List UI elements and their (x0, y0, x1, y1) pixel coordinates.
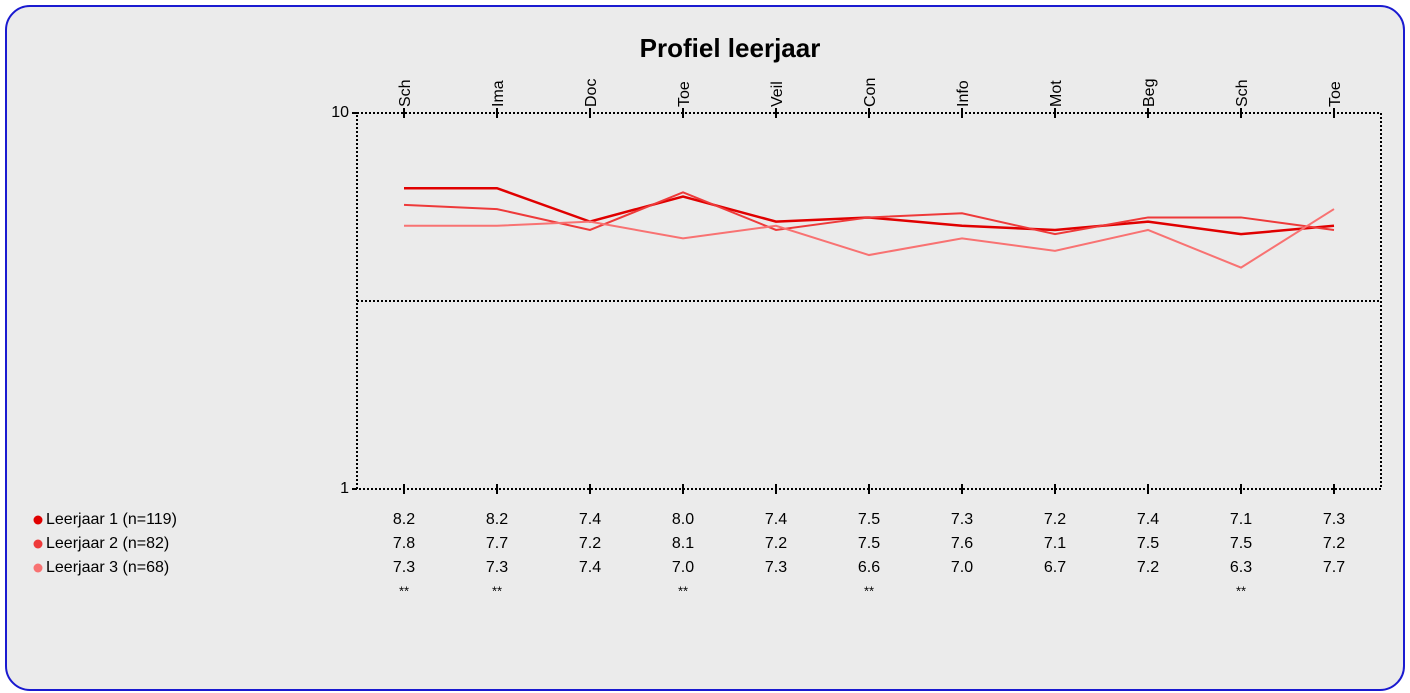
value-label: 7.3 (393, 559, 415, 576)
x-tick-label: Beg (1141, 79, 1158, 107)
significance: ** (399, 583, 409, 598)
value-label: 7.8 (393, 535, 415, 552)
value-label: 7.6 (951, 535, 973, 552)
legend-label: Leerjaar 1 (n=119) (46, 511, 177, 528)
legend-dot (33, 515, 43, 525)
value-label: 8.2 (486, 511, 508, 528)
significance: ** (1236, 583, 1246, 598)
panel (5, 5, 1405, 691)
chart-title: Profiel leerjaar (640, 33, 821, 63)
legend-dot (33, 563, 43, 573)
series-line (404, 208, 1335, 269)
value-label: 7.5 (858, 535, 880, 552)
value-label: 7.5 (1137, 535, 1159, 552)
value-label: 6.6 (858, 559, 880, 576)
value-label: 7.3 (486, 559, 508, 576)
value-label: 7.3 (765, 559, 787, 576)
legend-label: Leerjaar 2 (n=82) (46, 535, 169, 552)
value-label: 7.5 (1230, 535, 1252, 552)
significance: ** (678, 583, 688, 598)
value-label: 7.4 (765, 511, 787, 528)
x-tick-label: Doc (583, 79, 600, 107)
value-label: 7.7 (486, 535, 508, 552)
x-tick-label: Con (862, 78, 879, 107)
x-tick-label: Ima (490, 80, 507, 107)
x-tick-label: Veil (769, 81, 786, 107)
value-label: 7.1 (1044, 535, 1066, 552)
x-tick-label: Toe (676, 81, 693, 107)
x-tick-label: Sch (1234, 79, 1251, 107)
value-label: 7.2 (1323, 535, 1345, 552)
value-label: 7.3 (951, 511, 973, 528)
value-label: 8.0 (672, 511, 694, 528)
value-label: 7.3 (1323, 511, 1345, 528)
legend-label: Leerjaar 3 (n=68) (46, 559, 169, 576)
x-tick-label: Info (955, 80, 972, 107)
value-label: 7.0 (951, 559, 973, 576)
legend-dot (33, 539, 43, 549)
value-label: 6.7 (1044, 559, 1066, 576)
significance: ** (492, 583, 502, 598)
x-tick-label: Toe (1327, 81, 1344, 107)
x-tick-label: Mot (1048, 80, 1065, 107)
value-label: 7.2 (579, 535, 601, 552)
y-tick-label: 1 (340, 480, 349, 497)
value-label: 7.4 (579, 511, 601, 528)
y-tick-label: 10 (331, 104, 349, 121)
value-label: 6.3 (1230, 559, 1252, 576)
value-label: 7.2 (1044, 511, 1066, 528)
value-label: 8.1 (672, 535, 694, 552)
significance: ** (864, 583, 874, 598)
value-label: 8.2 (393, 511, 415, 528)
value-label: 7.4 (1137, 511, 1159, 528)
value-label: 7.5 (858, 511, 880, 528)
value-label: 7.7 (1323, 559, 1345, 576)
value-label: 7.0 (672, 559, 694, 576)
value-label: 7.2 (1137, 559, 1159, 576)
value-label: 7.1 (1230, 511, 1252, 528)
x-tick-label: Sch (397, 79, 414, 107)
value-label: 7.2 (765, 535, 787, 552)
value-label: 7.4 (579, 559, 601, 576)
